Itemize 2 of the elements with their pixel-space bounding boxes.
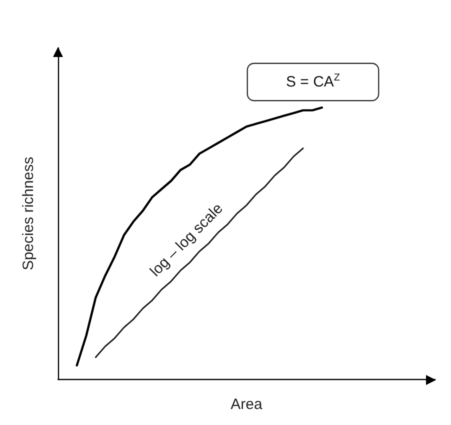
- x-axis-title: Area: [230, 396, 263, 413]
- y-axis-title: Species richness: [20, 156, 37, 270]
